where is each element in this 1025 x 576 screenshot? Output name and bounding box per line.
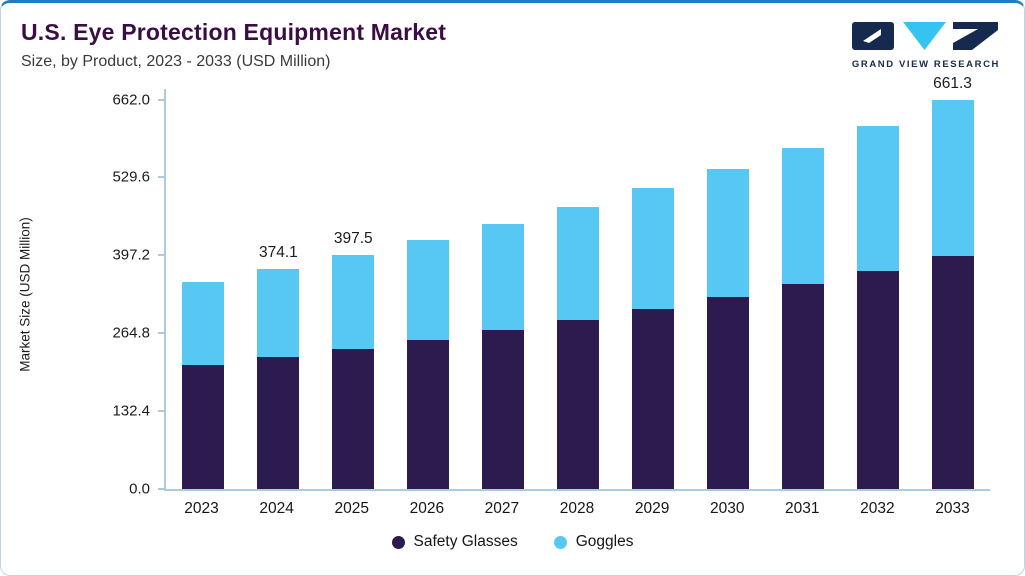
bar-value-label: 661.3	[933, 75, 972, 92]
legend-swatch	[391, 535, 405, 549]
bar-segment-safety-glasses	[856, 270, 899, 489]
bar-segment-safety-glasses	[631, 308, 674, 489]
x-tick-label: 2024	[259, 500, 294, 517]
bar-segment-goggles	[856, 125, 899, 271]
y-tick-label: 397.2	[112, 246, 150, 264]
x-tick-label: 2033	[935, 500, 970, 517]
bar-stack	[182, 282, 225, 489]
y-tick-label: 0.0	[129, 480, 150, 498]
bar-segment-goggles	[182, 282, 225, 365]
bar-segment-goggles	[332, 255, 375, 349]
y-axis-title: Market Size (USD Million)	[17, 217, 33, 372]
legend-item-safety-glasses: Safety Glasses	[391, 533, 518, 551]
x-axis-labels: 2023 2024 2025 2026 2027 2028 2029 2030 2031 2032…	[164, 500, 990, 518]
bar-stack	[781, 147, 824, 489]
bar-segment-safety-glasses	[332, 348, 375, 489]
x-tick-label: 2025	[334, 500, 369, 517]
y-tick-mark	[158, 254, 166, 257]
legend-item-goggles: Goggles	[553, 533, 634, 551]
bar-2026	[391, 89, 466, 489]
bar-stack	[706, 168, 749, 489]
bar-2033: 661.3	[915, 75, 990, 489]
chart-title: U.S. Eye Protection Equipment Market	[21, 19, 447, 45]
x-tick-label: 2028	[559, 500, 595, 517]
legend: Safety Glasses Goggles	[1, 533, 1024, 551]
chart-subtitle: Size, by Product, 2023 - 2033 (USD Milli…	[21, 53, 331, 70]
y-tick-label: 662.0	[112, 91, 150, 109]
x-tick-label: 2030	[709, 500, 745, 517]
bar-segment-safety-glasses	[781, 284, 824, 489]
legend-swatch	[553, 535, 567, 549]
bar-segment-safety-glasses	[482, 329, 525, 489]
x-tick-label: 2023	[184, 500, 219, 517]
bar-stack	[482, 223, 525, 489]
y-tick-mark	[158, 488, 166, 490]
bar-segment-goggles	[631, 188, 674, 309]
bar-stack	[257, 268, 300, 489]
legend-label: Safety Glasses	[413, 533, 518, 550]
bar-2028	[541, 89, 616, 489]
bar-2024: 374.1	[241, 89, 316, 489]
bar-2032	[840, 89, 915, 489]
bar-segment-goggles	[482, 223, 525, 330]
bar-stack	[931, 100, 974, 489]
bar-segment-goggles	[556, 206, 599, 320]
bar-stack	[631, 188, 674, 489]
logo-text: GRAND VIEW RESEARCH	[851, 59, 1000, 70]
bar-stack	[556, 206, 599, 489]
bar-segment-safety-glasses	[931, 255, 974, 489]
y-tick-label: 264.8	[112, 324, 150, 342]
bar-segment-safety-glasses	[182, 365, 225, 489]
y-tick-mark	[158, 176, 166, 179]
bar-value-label: 374.1	[258, 243, 298, 261]
logo-mark-icon	[850, 21, 1000, 56]
bar-segment-goggles	[407, 240, 450, 340]
brand-logo: GRAND VIEW RESEARCH	[850, 19, 1000, 70]
bar-segment-safety-glasses	[407, 339, 450, 489]
bar-segment-goggles	[706, 168, 749, 297]
legend-label: Goggles	[575, 533, 634, 550]
y-tick-mark	[158, 332, 166, 335]
bar-2029	[615, 89, 690, 489]
bar-segment-safety-glasses	[257, 356, 300, 489]
header: U.S. Eye Protection Equipment Market Siz…	[1, 3, 1024, 75]
y-tick-mark	[158, 98, 166, 101]
bar-segment-safety-glasses	[556, 319, 599, 489]
bar-segment-goggles	[781, 147, 824, 285]
y-tick-label: 529.6	[112, 168, 150, 186]
bar-stack	[407, 240, 450, 489]
y-tick-mark	[158, 410, 166, 413]
bar-2030	[690, 89, 765, 489]
bar-2023	[166, 89, 241, 489]
bar-segment-goggles	[257, 268, 300, 357]
y-tick-label: 132.4	[112, 402, 150, 420]
bar-2027	[466, 89, 541, 489]
x-tick-label: 2032	[860, 500, 895, 517]
bar-stack	[332, 255, 375, 489]
plot-area: 0.0 132.4 264.8 397.2 529.6 662.0 374.1 397.5 66…	[112, 75, 990, 498]
x-tick-label: 2029	[634, 500, 670, 517]
bar-value-label: 397.5	[333, 230, 373, 248]
bar-2031	[765, 89, 840, 489]
x-tick-label: 2027	[484, 500, 520, 517]
chart-section: Market Size (USD Million) 0.0 132.4 264.8 3…	[1, 75, 1024, 551]
bar-segment-safety-glasses	[706, 296, 749, 489]
bar-segment-goggles	[931, 100, 974, 256]
x-tick-label: 2026	[409, 500, 445, 517]
title-block: U.S. Eye Protection Equipment Market Siz…	[21, 19, 446, 71]
bar-2025: 397.5	[316, 89, 391, 489]
x-tick-label: 2031	[785, 500, 820, 517]
plot-region: 0.0 132.4 264.8 397.2 529.6 662.0 374.1 397.5 66…	[112, 75, 990, 518]
bar-stack	[856, 125, 899, 489]
